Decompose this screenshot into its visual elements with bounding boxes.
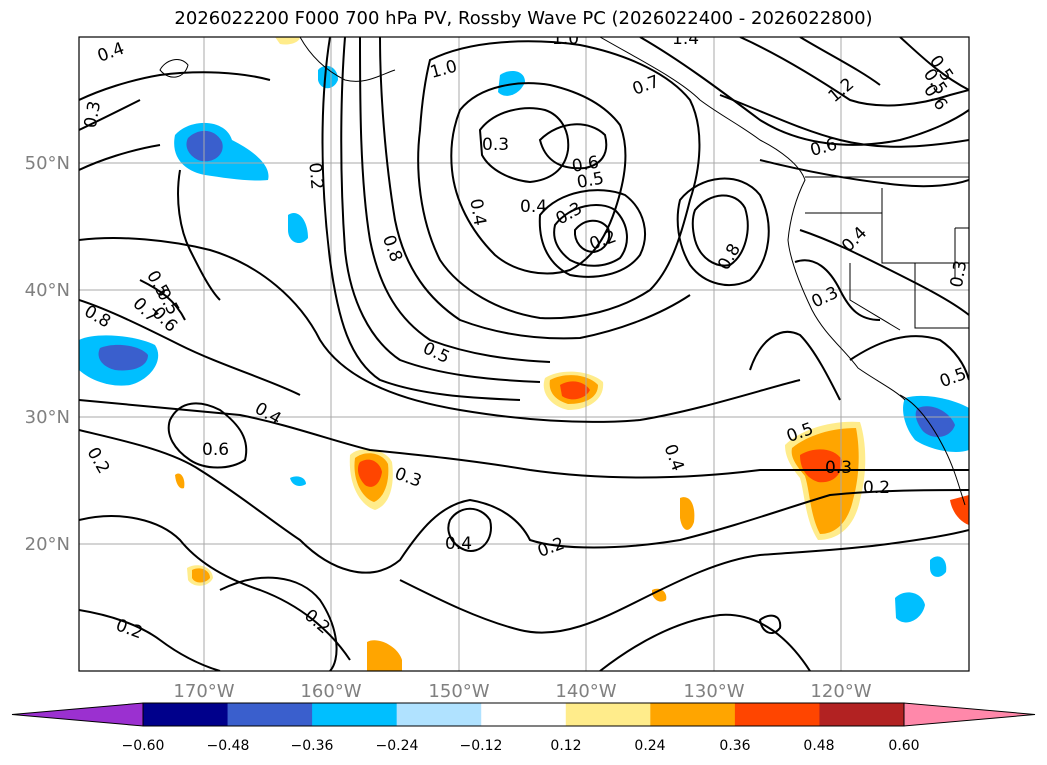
colorbar-tick: −0.12: [460, 738, 503, 754]
colorbar-tick: 0.36: [719, 738, 750, 754]
colorbar-extend-max: [903, 702, 1036, 727]
contour-label: 0.2: [304, 162, 326, 191]
colorbar-tick: 0.60: [888, 738, 919, 754]
contour-label: 0.2: [113, 615, 145, 643]
pv-anomaly-shading: [79, 37, 969, 671]
contour-label: 0.2: [863, 478, 890, 498]
contour-label: 0.8: [378, 233, 406, 265]
colorbar-segment: [819, 703, 905, 726]
colorbar-segment: [565, 703, 651, 726]
contour-label: 0.4: [445, 534, 472, 554]
contour-label: 1.0: [428, 57, 459, 83]
pv-contours: [79, 37, 969, 671]
contour-label: 0.3: [825, 458, 852, 478]
longitude-labels: 170°W 160°W 150°W 140°W 130°W 120°W: [173, 681, 871, 702]
contour-label: 0.3: [392, 464, 424, 492]
contour-label: 0.3: [947, 259, 971, 289]
contour-label: 0.2: [535, 534, 567, 562]
contour-label: 0.7: [630, 72, 662, 100]
lat-label: 30°N: [25, 407, 70, 428]
colorbar-tick: −0.36: [291, 738, 334, 754]
contour-label: 0.8: [714, 240, 745, 273]
contour-label: 0.4: [95, 39, 127, 67]
graticule: [79, 37, 969, 671]
colorbar-tick: −0.24: [376, 738, 419, 754]
contour-label: 1.0: [552, 29, 579, 49]
contour-label: 0.3: [482, 135, 509, 155]
contour-label: 0.6: [808, 135, 839, 161]
contour-label: 0.5: [575, 169, 605, 193]
colorbar-segment: [481, 703, 567, 726]
contour-label: 0.3: [81, 100, 105, 130]
contour-label: 0.4: [838, 223, 871, 256]
colorbar-segment: [734, 703, 820, 726]
colorbar-segment: [312, 703, 398, 726]
colorbar-segment: [396, 703, 482, 726]
contour-label: 0.5: [420, 338, 453, 368]
colorbar-tick-labels: −0.60 −0.48 −0.36 −0.24 −0.12 0.12 0.24 …: [122, 738, 920, 754]
colorbar-segment: [650, 703, 736, 726]
colorbar-segments: [11, 702, 1036, 727]
colorbar-tick: −0.48: [207, 738, 250, 754]
contour-label: 0.6: [202, 440, 229, 460]
colorbar-tick: 0.12: [550, 738, 581, 754]
colorbar-segment: [227, 703, 313, 726]
lat-label: 40°N: [25, 280, 70, 301]
latitude-labels: 50°N 40°N 30°N 20°N: [25, 153, 70, 555]
colorbar-tick: 0.48: [803, 738, 834, 754]
lat-label: 20°N: [25, 534, 70, 555]
colorbar-extend-min: [11, 702, 144, 727]
lon-label: 160°W: [300, 681, 361, 702]
contour-label: 0.2: [83, 444, 114, 477]
contour-label: 0.6: [570, 153, 600, 177]
map-title: 2026022200 F000 700 hPa PV, Rossby Wave …: [174, 8, 873, 29]
lon-label: 140°W: [555, 681, 616, 702]
contour-label: 0.3: [809, 283, 842, 313]
contour-label: 1.4: [672, 29, 699, 49]
colorbar-tick: 0.24: [634, 738, 665, 754]
colorbar: −0.60 −0.48 −0.36 −0.24 −0.12 0.12 0.24 …: [11, 702, 1036, 754]
colorbar-segment: [143, 703, 229, 726]
colorbar-tick: −0.60: [122, 738, 165, 754]
plot-frame: [78, 36, 970, 672]
colorbar-frame: [142, 702, 905, 727]
lon-label: 150°W: [428, 681, 489, 702]
positive-anomaly-region: [175, 37, 969, 671]
contour-label: 0.4: [520, 197, 547, 217]
lat-label: 50°N: [25, 153, 70, 174]
contour-label: 0.8: [81, 302, 114, 333]
contour-label: 0.4: [660, 442, 688, 474]
contour-label: 0.4: [465, 197, 489, 227]
lon-label: 130°W: [683, 681, 744, 702]
lon-label: 170°W: [173, 681, 234, 702]
contour-label: 0.2: [587, 227, 619, 255]
lon-label: 120°W: [810, 681, 871, 702]
